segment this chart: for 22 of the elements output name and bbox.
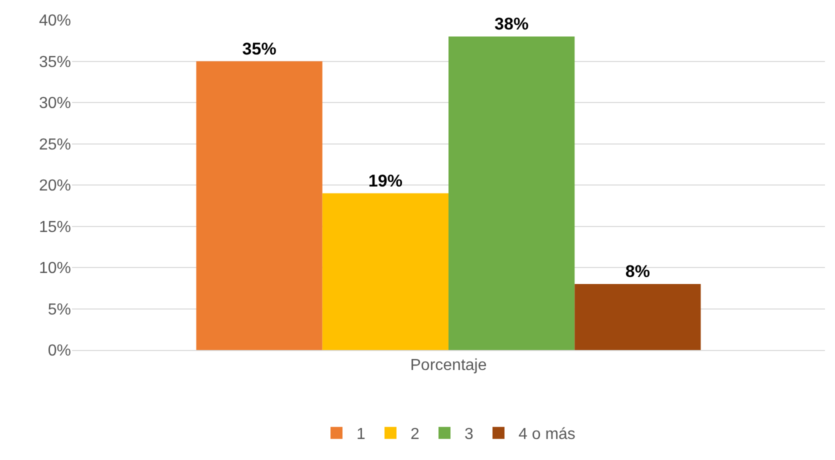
y-tick-label: 0% xyxy=(48,342,71,360)
y-tick-label: 30% xyxy=(38,95,71,112)
legend-label: 3 xyxy=(464,426,474,444)
bar xyxy=(448,36,575,350)
legend-label: 1 xyxy=(356,426,366,444)
data-label: 35% xyxy=(242,39,276,58)
x-tick-label: Porcentaje xyxy=(410,357,487,374)
y-tick-label: 5% xyxy=(48,301,71,318)
y-tick-label: 20% xyxy=(38,178,71,195)
y-tick-label: 35% xyxy=(38,54,71,71)
y-tick-label: 15% xyxy=(38,218,71,236)
data-label: 38% xyxy=(494,14,529,34)
data-label: 8% xyxy=(625,262,650,281)
data-label: 19% xyxy=(368,171,402,190)
bar xyxy=(196,61,322,350)
legend-label: 2 xyxy=(410,426,420,444)
y-tick-label: 40% xyxy=(38,12,71,30)
legend-label: 4 o más xyxy=(518,426,576,444)
bar xyxy=(322,193,448,350)
bar xyxy=(574,284,701,350)
y-tick-label: 25% xyxy=(38,136,71,154)
y-tick-label: 10% xyxy=(38,260,71,278)
